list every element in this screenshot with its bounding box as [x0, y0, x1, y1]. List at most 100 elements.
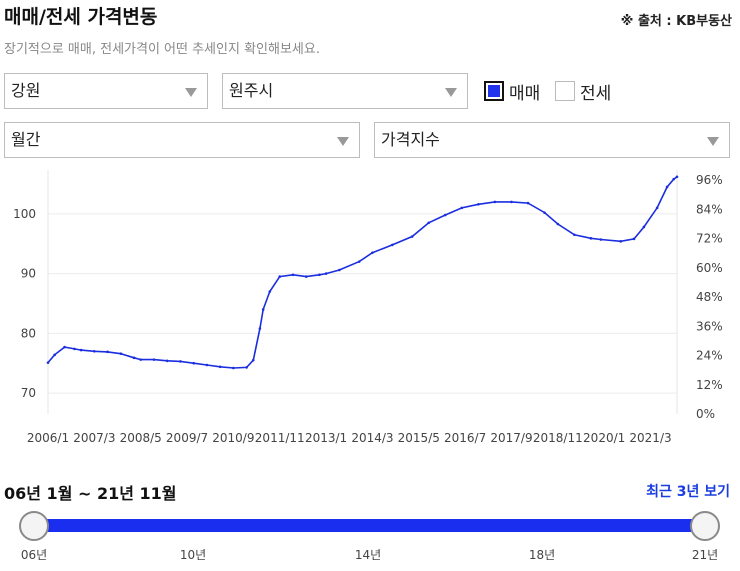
y-left-tick-label: 70 — [21, 386, 36, 400]
slider-year-label: 10년 — [179, 548, 207, 562]
data-point — [218, 365, 222, 369]
x-tick-label: 2006/1 — [27, 431, 69, 445]
data-point — [427, 221, 431, 225]
data-point — [119, 352, 123, 355]
data-point — [619, 240, 623, 243]
sale-checkbox-box[interactable] — [484, 81, 504, 101]
y-left-tick-label: 100 — [13, 207, 36, 221]
region-select-value: 강원 — [11, 81, 41, 100]
data-point — [106, 350, 109, 354]
data-point — [165, 359, 169, 363]
x-tick-label: 2015/5 — [398, 431, 440, 445]
city-select-value: 원주시 — [229, 81, 274, 100]
data-point — [152, 358, 156, 361]
region-select[interactable]: 강원 — [4, 73, 208, 109]
data-point — [390, 243, 394, 247]
data-point — [324, 272, 328, 275]
x-tick-label: 2016/7 — [444, 431, 486, 445]
slider-year-label: 14년 — [354, 548, 382, 562]
source-note: ※ 출처 : KB부동산 — [620, 14, 732, 29]
x-tick-label: 2013/1 — [305, 431, 347, 445]
jeonse-checkbox-label: 전세 — [580, 83, 612, 104]
data-point — [460, 206, 464, 210]
price-index-chart[interactable]: 70 80 90 100 0% 12% 24% 36% 48% 60% 72% 84% 96% 200… — [0, 165, 740, 455]
y-right-tick-label: 12% — [696, 378, 723, 392]
x-tick-label: 2007/3 — [73, 431, 115, 445]
data-point — [573, 233, 576, 237]
y-left-tick-label: 80 — [21, 326, 36, 340]
data-point — [258, 327, 262, 330]
x-tick-label: 2021/3 — [629, 431, 671, 445]
data-point — [543, 211, 546, 214]
data-point — [251, 358, 255, 362]
data-point — [371, 251, 374, 254]
data-point — [493, 200, 497, 204]
sale-price-line — [47, 176, 678, 369]
data-point — [245, 366, 248, 369]
data-point — [589, 237, 593, 240]
metric-select-value: 가격지수 — [381, 130, 440, 149]
x-tick-label: 2008/5 — [120, 431, 162, 445]
chevron-down-icon — [337, 137, 349, 146]
recent-3-years-button[interactable]: 최근 3년 보기 — [646, 484, 730, 500]
data-point — [443, 213, 447, 217]
x-tick-label: 2018/11 — [533, 431, 583, 445]
x-tick-label: 2017/9 — [490, 431, 532, 445]
x-tick-label: 2010/9 — [212, 431, 254, 445]
y-right-tick-label: 84% — [696, 202, 723, 216]
period-select-value: 월간 — [11, 130, 41, 149]
data-point — [268, 290, 272, 293]
data-point — [93, 349, 96, 353]
date-range-label: 06년 1월 ~ 21년 11월 — [4, 484, 177, 503]
data-point — [205, 363, 209, 367]
chevron-down-icon — [445, 88, 457, 97]
y-right-tick-label: 96% — [696, 173, 723, 187]
data-point — [46, 361, 50, 364]
slider-year-label: 06년 — [20, 548, 48, 562]
data-point — [192, 361, 195, 365]
data-point — [675, 175, 679, 179]
y-right-tick-label: 72% — [696, 232, 723, 246]
data-point — [599, 238, 603, 241]
data-point — [632, 237, 636, 241]
data-point — [232, 366, 235, 370]
slider-year-label: 21년 — [691, 548, 719, 562]
metric-select[interactable]: 가격지수 — [374, 122, 730, 158]
x-tick-label: 2020/1 — [583, 431, 625, 445]
range-start-handle[interactable] — [19, 511, 49, 541]
sale-checkbox-label: 매매 — [509, 83, 541, 104]
data-point — [357, 260, 361, 263]
range-end-handle[interactable] — [690, 511, 720, 541]
data-point — [672, 177, 675, 181]
data-point — [510, 200, 513, 204]
x-tick-label: 2009/7 — [166, 431, 208, 445]
data-point — [63, 345, 66, 349]
data-point — [79, 348, 83, 352]
data-point — [655, 206, 659, 210]
page-title: 매매/전세 가격변동 — [4, 6, 158, 28]
data-point — [642, 225, 646, 229]
data-point — [526, 201, 530, 205]
data-point — [338, 268, 341, 272]
data-point — [278, 275, 282, 278]
y-left-tick-label: 90 — [21, 267, 36, 281]
data-point — [304, 275, 308, 278]
jeonse-checkbox[interactable]: 전세 — [555, 79, 612, 104]
data-point — [410, 235, 414, 238]
data-point — [665, 185, 669, 189]
sale-checkbox[interactable]: 매매 — [484, 79, 541, 104]
y-right-tick-label: 24% — [696, 349, 723, 363]
range-slider-track[interactable] — [34, 519, 705, 532]
data-point — [53, 353, 56, 357]
y-right-tick-label: 36% — [696, 319, 723, 333]
data-point — [291, 273, 295, 277]
x-tick-label: 2011/11 — [255, 431, 305, 445]
period-select[interactable]: 월간 — [4, 122, 360, 158]
data-point — [261, 308, 265, 311]
jeonse-checkbox-box[interactable] — [555, 81, 575, 101]
slider-year-label: 18년 — [528, 548, 556, 562]
data-point — [556, 222, 560, 226]
data-point — [132, 356, 136, 360]
city-select[interactable]: 원주시 — [222, 73, 468, 109]
y-right-tick-label: 60% — [696, 261, 723, 275]
